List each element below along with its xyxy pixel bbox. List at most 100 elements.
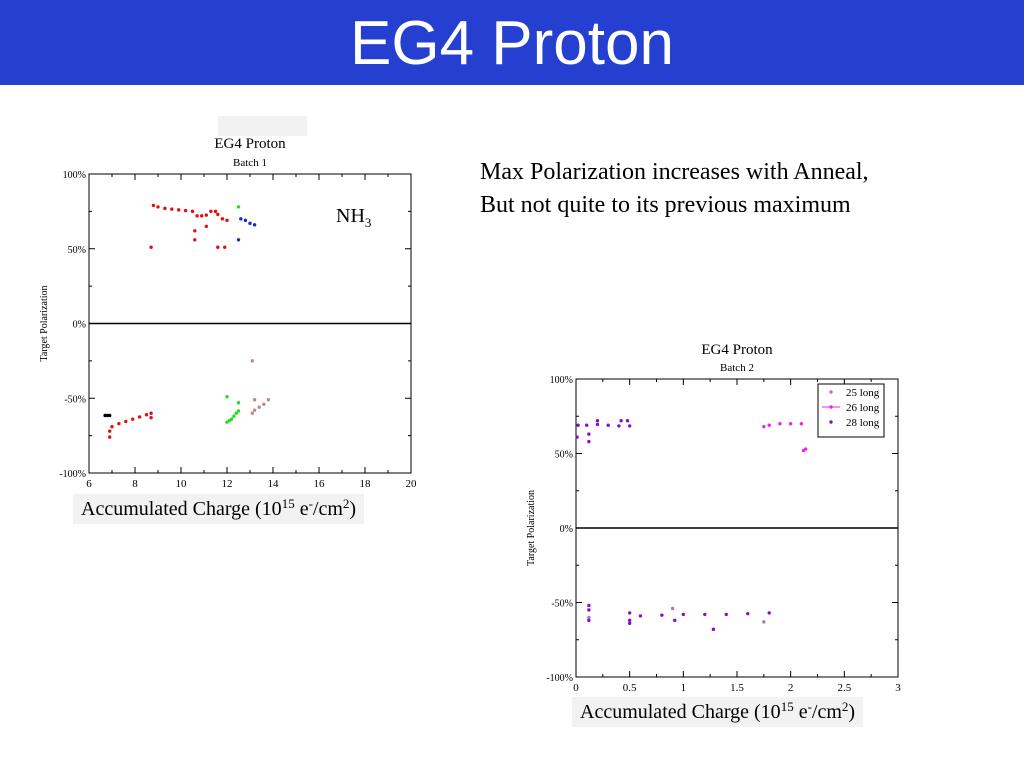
data-point: [595, 422, 600, 427]
note-line-1: Max Polarization increases with Anneal,: [480, 159, 869, 185]
data-point: [703, 612, 707, 617]
data-point: [778, 422, 782, 426]
data-point: [183, 208, 188, 213]
legend-marker: [829, 405, 833, 409]
data-point: [204, 224, 208, 229]
x-tick-label: 12: [222, 478, 233, 490]
legend-box: [817, 383, 885, 438]
data-point: [252, 408, 257, 412]
data-point: [724, 612, 728, 617]
data-point: [576, 423, 580, 427]
data-point: [587, 432, 591, 436]
data-point: [575, 435, 579, 439]
x-tick-label: 3: [895, 682, 901, 694]
data-point: [232, 414, 236, 418]
xlabel-sq: 2: [841, 699, 849, 714]
x-tick-label: 0: [573, 682, 579, 694]
data-point: [587, 603, 591, 608]
data-point: [595, 419, 600, 423]
data-point: [177, 208, 181, 212]
data-point: [587, 618, 591, 623]
data-point: [799, 422, 804, 426]
y-tick-label: -100%: [546, 673, 573, 684]
legend-label: 25 long: [846, 387, 880, 399]
series-1: [587, 606, 766, 624]
x-tick-label: 18: [360, 478, 372, 490]
data-point: [762, 620, 766, 624]
x-tick-label: 1.5: [730, 682, 744, 694]
data-point: [124, 419, 128, 424]
chart-annotation: NH3: [336, 205, 371, 230]
data-point: [213, 209, 218, 214]
y-tick-label: 100%: [63, 170, 86, 181]
chart-title-background: [218, 116, 307, 136]
y-tick-label: -100%: [59, 469, 86, 480]
title-bar: EG4 Proton: [0, 0, 1024, 85]
data-point: [252, 398, 257, 402]
x-tick-label: 16: [314, 478, 326, 490]
x-tick-label: 2: [788, 682, 794, 694]
series-2: [225, 205, 241, 424]
y-axis-label: Target Polarization: [526, 490, 537, 566]
legend-marker: [829, 420, 833, 424]
data-point: [243, 218, 248, 223]
data-point: [209, 209, 213, 214]
data-point: [220, 217, 225, 221]
chart-subtitle: Batch 2: [720, 362, 754, 374]
data-point: [137, 415, 142, 419]
data-point: [204, 213, 208, 217]
annotation-base: NH: [336, 205, 365, 227]
data-point: [131, 417, 135, 421]
data-point: [149, 415, 153, 420]
x-tick-label: 1: [681, 682, 687, 694]
data-point: [236, 401, 241, 405]
xlabel-mid: e: [793, 701, 808, 723]
data-point: [673, 618, 677, 623]
data-point: [236, 238, 241, 242]
annotation-sub: 3: [365, 215, 372, 230]
data-point: [110, 424, 114, 429]
slide-title: EG4 Proton: [350, 9, 674, 78]
data-point: [767, 611, 771, 615]
data-point: [262, 402, 266, 406]
data-point: [195, 214, 199, 218]
y-tick-label: -50%: [64, 394, 86, 405]
xlabel-base: Accumulated Charge (10: [81, 498, 282, 520]
series-3: [236, 217, 257, 242]
data-point: [617, 424, 621, 428]
note-line-2: But not quite to its previous maximum: [480, 192, 851, 218]
y-tick-label: 50%: [555, 450, 573, 461]
y-tick-label: -50%: [551, 599, 573, 610]
data-point: [229, 417, 234, 421]
data-point: [803, 447, 808, 451]
data-point: [746, 611, 750, 616]
series-4: [250, 359, 271, 415]
data-point: [190, 209, 195, 214]
data-point: [627, 424, 632, 428]
annotation-text: Max Polarization increases with Anneal, …: [480, 156, 980, 222]
x-tick-label: 20: [406, 478, 418, 490]
data-point: [144, 412, 149, 417]
data-point: [108, 435, 112, 439]
data-point: [670, 606, 675, 611]
data-point: [788, 422, 793, 426]
data-point: [587, 615, 591, 620]
data-point: [216, 212, 220, 217]
data-point: [627, 611, 632, 615]
chart-title: EG4 Proton: [701, 342, 773, 358]
chart-title: EG4 Proton: [214, 136, 286, 152]
y-tick-label: 0%: [73, 320, 86, 331]
data-point: [163, 206, 167, 211]
data-point: [236, 205, 241, 209]
data-point: [250, 411, 254, 415]
data-point: [767, 423, 771, 427]
data-point: [151, 203, 156, 208]
xlabel-mid: e: [294, 498, 309, 520]
data-point: [200, 214, 204, 218]
y-tick-label: 100%: [550, 375, 573, 386]
xlabel-base: Accumulated Charge (10: [580, 701, 781, 723]
x-tick-label: 2.5: [837, 682, 851, 694]
data-point: [627, 618, 632, 623]
data-point: [762, 424, 766, 429]
data-point: [257, 405, 261, 409]
